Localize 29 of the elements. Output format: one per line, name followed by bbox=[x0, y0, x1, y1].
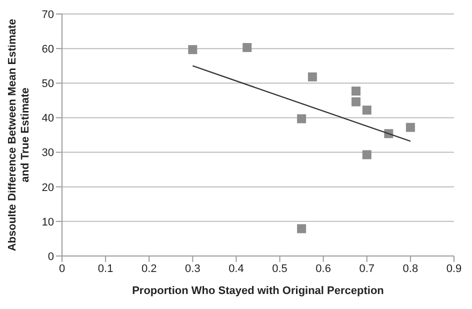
y-tick-label: 40 bbox=[42, 112, 54, 125]
x-tick-label: 0 bbox=[58, 262, 66, 275]
x-tick-label: 0.9 bbox=[446, 262, 462, 275]
y-tick-label: 30 bbox=[42, 147, 54, 160]
point bbox=[297, 224, 306, 234]
y-tick-label: 20 bbox=[42, 182, 54, 194]
y-tick-label: 70 bbox=[42, 8, 54, 21]
y-tick-label: 50 bbox=[42, 78, 54, 90]
point bbox=[362, 150, 372, 160]
point bbox=[297, 114, 306, 124]
x-tick-label: 0.5 bbox=[272, 262, 288, 275]
y-tick-label: 0 bbox=[48, 250, 54, 263]
x-tick-label: 0.1 bbox=[98, 262, 114, 275]
x-axis-title: Proportion Who Stayed with Original Perception bbox=[132, 285, 384, 297]
y-tick-label: 10 bbox=[42, 216, 54, 228]
point bbox=[188, 45, 198, 54]
x-tick-label: 0.6 bbox=[316, 262, 331, 275]
x-tick-label: 0.7 bbox=[359, 262, 375, 275]
x-tick-label: 0.3 bbox=[185, 262, 200, 275]
x-tick-label: 0.4 bbox=[228, 262, 244, 275]
point bbox=[352, 97, 360, 106]
point bbox=[362, 106, 372, 115]
point bbox=[242, 43, 252, 52]
y-tick-label: 60 bbox=[42, 43, 54, 56]
point bbox=[308, 72, 317, 82]
point bbox=[406, 122, 415, 132]
x-tick-label: 0.8 bbox=[402, 262, 418, 275]
x-tick-label: 0.2 bbox=[141, 262, 157, 275]
point bbox=[352, 86, 360, 96]
